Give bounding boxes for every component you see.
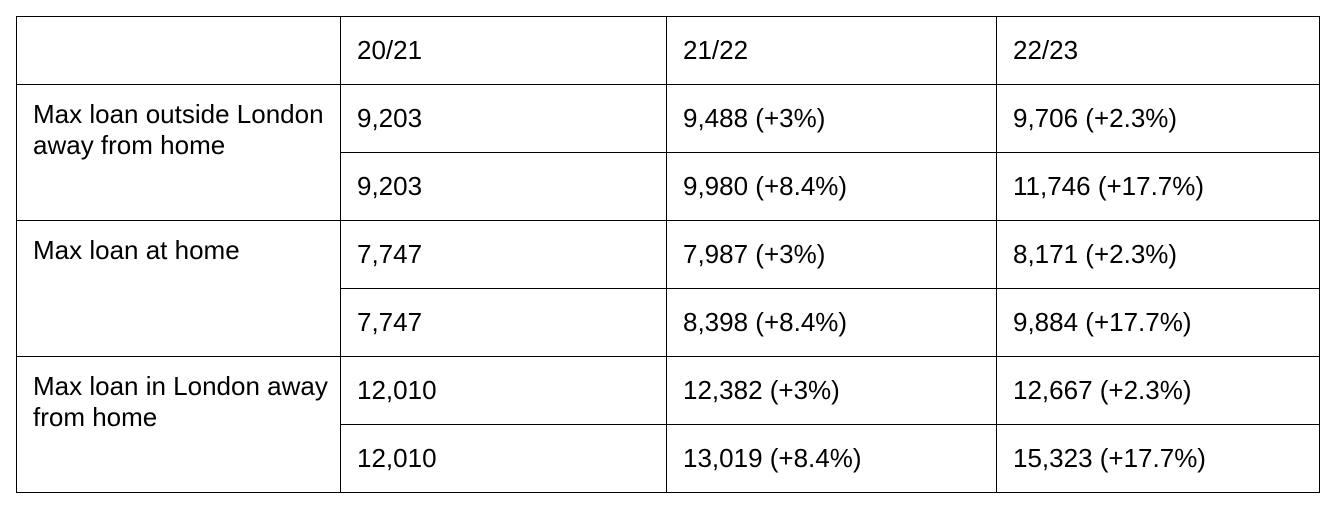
header-cell-empty bbox=[16, 16, 341, 85]
table-cell: 9,884 (+17.7%) bbox=[996, 288, 1320, 357]
table-cell: 9,203 bbox=[340, 152, 667, 221]
table-row: Max loan in London away from home 12,010… bbox=[16, 356, 1320, 493]
header-cell-22-23: 22/23 bbox=[996, 16, 1320, 85]
row-label-in-london: Max loan in London away from home bbox=[16, 356, 341, 493]
table-row: 12,010 13,019 (+8.4%) 15,323 (+17.7%) bbox=[17, 424, 1320, 493]
table-header-row: 20/21 21/22 22/23 bbox=[16, 16, 1320, 85]
table-cell: 9,203 bbox=[340, 84, 667, 153]
table-cell: 11,746 (+17.7%) bbox=[996, 152, 1320, 221]
table-row: Max loan at home 7,747 7,987 (+3%) 8,171… bbox=[16, 220, 1320, 357]
table-cell: 12,382 (+3%) bbox=[666, 356, 997, 425]
header-cell-21-22: 21/22 bbox=[666, 16, 997, 85]
table-cell: 8,398 (+8.4%) bbox=[666, 288, 997, 357]
table-row: 9,203 9,980 (+8.4%) 11,746 (+17.7%) bbox=[17, 152, 1320, 221]
table-cell: 13,019 (+8.4%) bbox=[666, 424, 997, 493]
table-cell: 7,747 bbox=[340, 288, 667, 357]
table-cell: 9,706 (+2.3%) bbox=[996, 84, 1320, 153]
table-cell: 12,010 bbox=[340, 356, 667, 425]
table-cell: 12,010 bbox=[340, 424, 667, 493]
table-cell: 8,171 (+2.3%) bbox=[996, 220, 1320, 289]
table-cell: 7,747 bbox=[340, 220, 667, 289]
row-label-at-home: Max loan at home bbox=[16, 220, 341, 357]
table-cell: 9,980 (+8.4%) bbox=[666, 152, 997, 221]
table-row: Max loan outside London away from home 9… bbox=[16, 84, 1320, 221]
table-cell: 15,323 (+17.7%) bbox=[996, 424, 1320, 493]
header-cell-20-21: 20/21 bbox=[340, 16, 667, 85]
row-label-outside-london: Max loan outside London away from home bbox=[16, 84, 341, 221]
table-cell: 7,987 (+3%) bbox=[666, 220, 997, 289]
table-cell: 9,488 (+3%) bbox=[666, 84, 997, 153]
loan-comparison-table: 20/21 21/22 22/23 Max loan outside Londo… bbox=[16, 16, 1320, 493]
table-cell: 12,667 (+2.3%) bbox=[996, 356, 1320, 425]
